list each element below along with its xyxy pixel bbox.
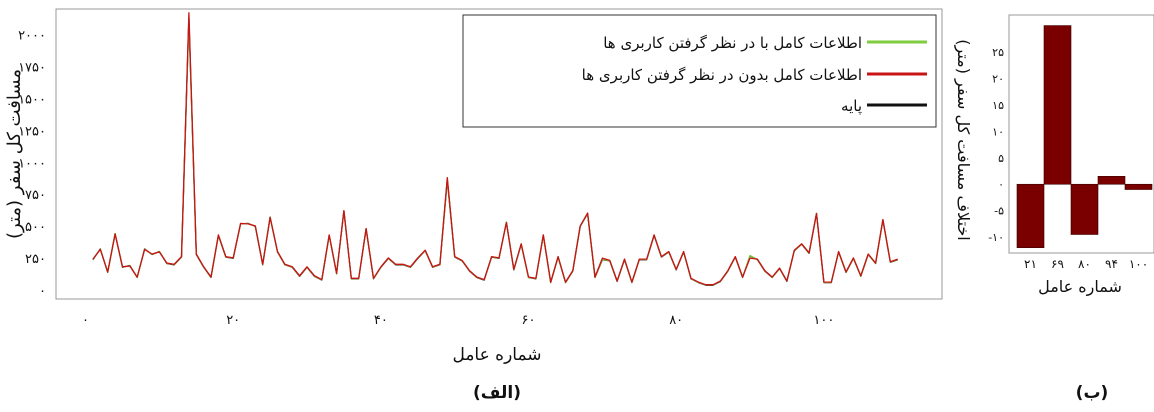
panel-a-x-tick-label: ۲۰ [226, 313, 240, 328]
panel-a-x-tick-label: ۱۰۰ [813, 313, 834, 328]
panel-a-y-tick-label: ۱۰۰۰ [18, 156, 46, 171]
panel-a-y-tick-label: ۲۰۰۰ [18, 29, 46, 44]
panel-a-y-tick-label: ۱۲۵۰ [18, 124, 46, 139]
panel-b-y-tick-label: ۲۰ [992, 72, 1004, 85]
panel-b-x-tick-label: ۹۴ [1105, 257, 1118, 271]
panel-b-x-axis-ticks: ۲۱ ۶۹ ۸۰ ۹۴ ۱۰۰ [1024, 257, 1148, 271]
panel-b-plot-frame [1008, 14, 1154, 254]
bar-4 [1097, 176, 1126, 185]
panel-b-x-tick-label: ۶۹ [1051, 257, 1064, 271]
panel-b-y-tick-label: -۵ [994, 205, 1004, 218]
panel-a-y-axis-ticks: ۰ ۲۵۰ ۵۰۰ ۷۵۰ ۱۰۰۰ ۱۲۵۰ ۱۵۰۰ ۱۷۵۰ ۲۰۰۰ [18, 29, 46, 300]
panel-b-x-tick-label: ۱۰۰ [1129, 257, 1148, 271]
legend-label-series-2: اطلاعات کامل بدون در نظر گرفتن کاربری ها [582, 66, 862, 84]
panel-a-series-lines [92, 12, 898, 286]
panel-a-y-tick-label: ۷۵۰ [25, 188, 46, 203]
panel-a-y-tick-label: ۱۵۰۰ [18, 92, 46, 107]
panel-a-y-tick-label: ۱۷۵۰ [18, 60, 46, 75]
panel-b-x-tick-label: ۲۱ [1024, 257, 1037, 271]
bar-5 [1124, 183, 1153, 190]
panel-a-plot-frame [55, 8, 943, 300]
panel-b-caption: (ب) [1076, 383, 1109, 403]
panel-b-bar-chart: -۱۰ -۵ ۰ ۵ ۱۰ ۱۵ ۲۰ ۲۵ ۲۱ ۶۹ ۸۰ ۹۴ ۱۰۰ اختلاف مسافت… [953, 14, 1154, 403]
panel-b-y-tick-label: -۱۰ [988, 231, 1004, 244]
panel-a-x-tick-label: ۸۰ [669, 313, 683, 328]
legend-label-series-1: اطلاعات کامل با در نظر گرفتن کاربری ها [603, 34, 862, 52]
bar-3 [1070, 183, 1099, 235]
panel-a-y-tick-label: ۵۰۰ [25, 220, 46, 235]
panel-a-x-tick-label: ۶۰ [522, 313, 536, 328]
legend-label-series-3: پایه [841, 97, 862, 116]
panel-b-y-tick-label: ۱۰ [992, 125, 1004, 138]
panel-b-y-tick-label: ۵ [998, 152, 1004, 165]
panel-a-caption: (الف) [473, 383, 521, 403]
panel-a-x-axis-ticks: ۰ ۲۰ ۴۰ ۶۰ ۸۰ ۱۰۰ [82, 313, 834, 328]
panel-a-y-tick-label: ۲۵۰ [25, 252, 46, 267]
panel-b-x-axis-label: شماره عامل [1038, 277, 1122, 297]
panel-b-y-axis-ticks: -۱۰ -۵ ۰ ۵ ۱۰ ۱۵ ۲۰ ۲۵ [988, 46, 1004, 244]
panel-a-line-chart: ۰ ۲۵۰ ۵۰۰ ۷۵۰ ۱۰۰۰ ۱۲۵۰ ۱۵۰۰ ۱۷۵۰ ۲۰۰۰ ۰ ۲۰ ۴۰ ۶۰ ۸۰… [4, 8, 943, 403]
panel-a-y-axis-label: مسافت کل سفر (متر) [4, 69, 25, 239]
panel-a-x-tick-label: ۰ [82, 313, 89, 328]
panel-a-y-tick-label: ۰ [39, 284, 46, 299]
panel-b-y-tick-label: ۱۵ [992, 99, 1004, 112]
series-line-2 [92, 12, 898, 286]
panel-b-y-axis-label: اختلاف مسافت کل سفر (متر) [953, 39, 973, 241]
panel-a-legend: اطلاعات کامل با در نظر گرفتن کاربری ها ا… [462, 14, 937, 128]
panel-a-x-tick-label: ۴۰ [374, 313, 388, 328]
panel-b-y-tick-label: ۲۵ [992, 46, 1004, 59]
bar-2 [1043, 25, 1072, 185]
panel-a-x-axis-label: شماره عامل [452, 345, 541, 365]
legend-box [462, 14, 937, 128]
panel-b-bars [1016, 25, 1153, 249]
bar-1 [1016, 183, 1045, 249]
panel-b-y-tick-label: ۰ [998, 178, 1004, 191]
panel-b-x-tick-label: ۸۰ [1078, 257, 1091, 271]
